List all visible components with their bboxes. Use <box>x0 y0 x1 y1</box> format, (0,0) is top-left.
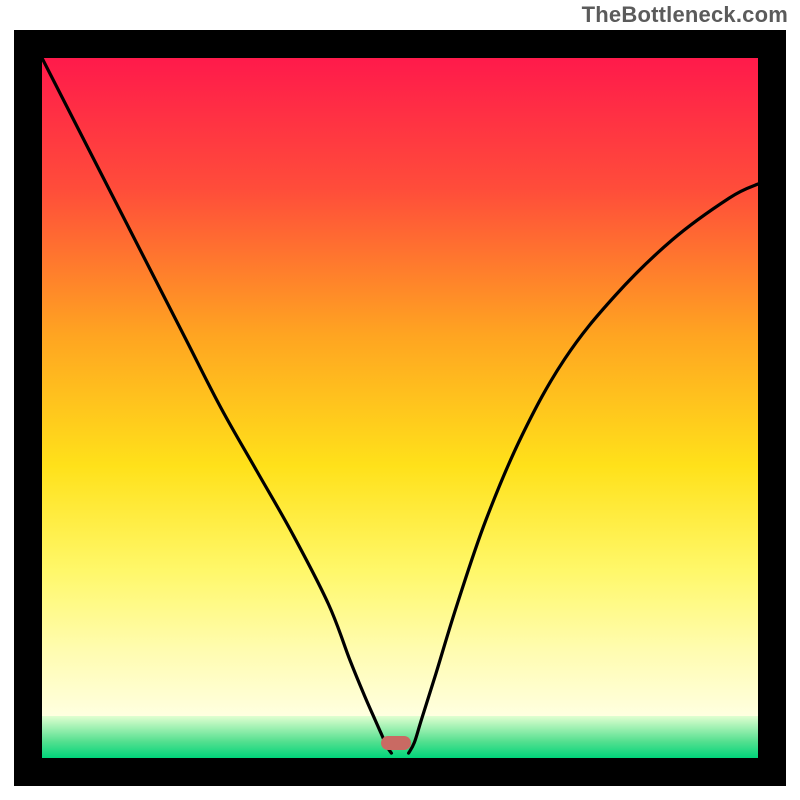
watermark-text: TheBottleneck.com <box>582 2 788 28</box>
curve-left-branch <box>42 58 391 753</box>
bottleneck-curve <box>42 58 758 758</box>
curve-right-branch <box>409 184 758 753</box>
optimal-point-marker <box>381 736 411 750</box>
chart-plot-area <box>42 58 758 758</box>
